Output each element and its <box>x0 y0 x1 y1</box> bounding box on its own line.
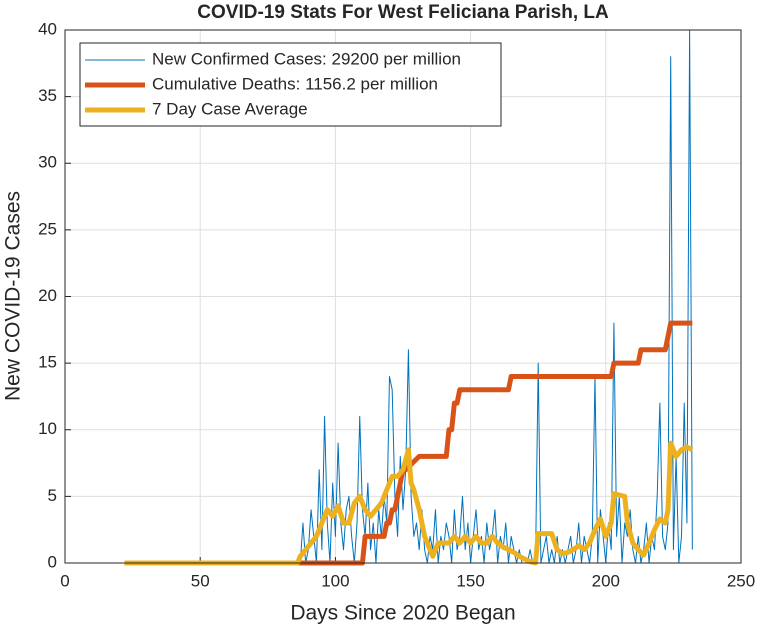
legend-box <box>79 42 502 127</box>
y-tick-label: 30 <box>38 153 57 172</box>
x-tick-label: 200 <box>592 571 620 590</box>
x-tick-label: 150 <box>456 571 484 590</box>
y-tick-label: 5 <box>48 486 57 505</box>
x-axis-label: Days Since 2020 Began <box>290 602 515 625</box>
series-line <box>124 440 694 566</box>
y-tick-label: 35 <box>38 86 57 105</box>
y-tick-label: 15 <box>38 353 57 372</box>
legend-label: 7 Day Case Average <box>152 99 308 118</box>
y-axis-label: New COVID-19 Cases <box>2 191 25 401</box>
series-line <box>124 320 693 566</box>
x-tick-label: 250 <box>727 571 755 590</box>
legend-label: Cumulative Deaths: 1156.2 per million <box>152 74 438 93</box>
chart-title: COVID-19 Stats For West Feliciana Parish… <box>197 2 609 23</box>
axes-box <box>64 29 742 564</box>
y-tick-label: 25 <box>38 219 57 238</box>
x-tick-label: 0 <box>60 571 69 590</box>
y-tick-label: 20 <box>38 286 57 305</box>
x-tick-label: 100 <box>321 571 349 590</box>
legend: New Confirmed Cases: 29200 per million Cu… <box>79 42 502 127</box>
y-tick-label: 0 <box>48 552 57 571</box>
y-tick-label: 10 <box>38 419 57 438</box>
legend-label: New Confirmed Cases: 29200 per million <box>152 49 461 68</box>
y-tick-label: 40 <box>38 19 57 38</box>
series-line <box>124 29 693 564</box>
x-tick-label: 50 <box>191 571 210 590</box>
